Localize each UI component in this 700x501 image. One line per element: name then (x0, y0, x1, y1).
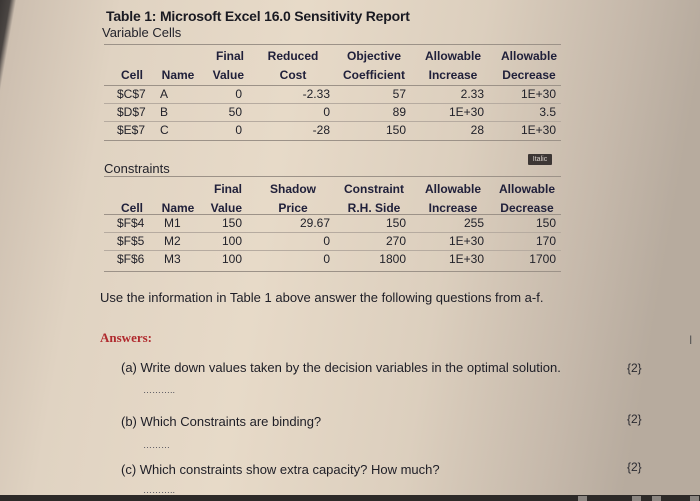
taskbar-icon[interactable] (652, 496, 661, 501)
row-rule (104, 121, 561, 122)
final-value: 100 (221, 252, 242, 266)
cell-ref: $F$5 (117, 234, 145, 248)
objective-coefficient: 150 (385, 123, 406, 137)
header-objective-coefficient: Objective Coefficient (342, 49, 405, 82)
header-allowable-decrease: Allowable Decrease (498, 182, 555, 215)
cell-name: M1 (164, 216, 181, 230)
header-shadow-price: Shadow Price (269, 182, 316, 215)
cell-name: C (160, 123, 169, 137)
cell-name: B (160, 105, 169, 119)
allowable-increase: 1E+30 (448, 252, 484, 266)
shadow-price: 0 (323, 252, 330, 266)
final-value: 0 (235, 87, 242, 101)
constraint-rh-side: 270 (385, 234, 406, 248)
cell-name: M2 (164, 234, 181, 248)
cell-ref: $F$6 (117, 252, 145, 266)
table-top-rule (104, 176, 561, 177)
allowable-decrease: 1E+30 (520, 87, 556, 101)
answers-label: Answers: (100, 330, 152, 345)
final-value: 50 (228, 105, 242, 119)
constraint-rh-side: 1800 (379, 252, 406, 266)
header-name: Name (161, 68, 195, 82)
header-allowable-increase: Allowable Increase (424, 182, 481, 215)
taskbar-icon[interactable] (578, 496, 587, 501)
header-rule (104, 85, 561, 86)
table-bottom-rule (104, 271, 561, 272)
taskbar-icon[interactable] (632, 496, 641, 501)
question-text: (c) Which constraints show extra capacit… (121, 462, 440, 477)
table-top-rule (104, 44, 561, 45)
answer-blank[interactable]: ……….. (143, 385, 176, 395)
reduced-cost: -28 (312, 123, 330, 137)
variable-cells-label: Variable Cells (102, 25, 182, 40)
reduced-cost: 0 (323, 105, 330, 119)
cell-ref: $D$7 (117, 105, 146, 119)
allowable-increase: 1E+30 (448, 234, 484, 248)
reduced-cost: -2.33 (302, 87, 330, 101)
row-rule (104, 250, 561, 251)
final-value: 0 (235, 123, 242, 137)
shadow-price: 0 (323, 234, 330, 248)
answer-blank[interactable]: ……….. (143, 485, 176, 495)
row-rule (104, 103, 561, 104)
header-final-value: Final Value (212, 49, 244, 82)
allowable-decrease: 3.5 (539, 105, 556, 119)
row-rule (104, 232, 561, 233)
question-text: (b) Which Constraints are binding? (121, 414, 322, 429)
allowable-increase: 255 (463, 216, 484, 230)
objective-coefficient: 57 (392, 87, 406, 101)
taskbar (0, 495, 700, 501)
header-constraint-rh-side: Constraint R.H. Side (344, 182, 404, 215)
cell-ref: $E$7 (117, 123, 146, 137)
question-marks: {2} (627, 412, 642, 426)
header-allowable-decrease: Allowable Decrease (500, 49, 557, 82)
final-value: 100 (221, 234, 242, 248)
italic-tooltip: Italic (528, 154, 552, 165)
header-cell: Cell (120, 201, 143, 215)
instruction-text: Use the information in Table 1 above ans… (100, 290, 544, 305)
allowable-increase: 2.33 (460, 87, 484, 101)
cell-ref: $F$4 (117, 216, 145, 230)
header-cell: Cell (120, 68, 143, 82)
answer-blank[interactable]: ……… (143, 440, 170, 450)
table-bottom-rule (104, 140, 561, 141)
taskbar-icon[interactable] (690, 496, 699, 501)
header-allowable-increase: Allowable Increase (424, 49, 481, 82)
shadow-price: 29.67 (299, 216, 330, 230)
question-text: (a) Write down values taken by the decis… (121, 360, 561, 375)
objective-coefficient: 89 (392, 105, 406, 119)
header-reduced-cost: Reduced Cost (267, 49, 319, 82)
allowable-decrease: 150 (535, 216, 556, 230)
header-final-value: Final Value (210, 182, 242, 215)
allowable-increase: 28 (470, 123, 484, 137)
allowable-decrease: 170 (535, 234, 556, 248)
cell-name: M3 (164, 252, 181, 266)
report-title: Table 1: Microsoft Excel 16.0 Sensitivit… (106, 8, 410, 24)
header-rule (104, 214, 561, 215)
question-marks: {2} (627, 460, 642, 474)
constraints-label: Constraints (104, 161, 170, 176)
allowable-decrease: 1E+30 (520, 123, 556, 137)
header-name: Name (161, 201, 195, 215)
text-cursor-icon: I (689, 333, 693, 347)
cell-ref: $C$7 (117, 87, 146, 101)
question-marks: {2} (627, 361, 642, 375)
final-value: 150 (221, 216, 242, 230)
cell-name: A (160, 87, 169, 101)
allowable-increase: 1E+30 (448, 105, 484, 119)
allowable-decrease: 1700 (529, 252, 556, 266)
constraint-rh-side: 150 (385, 216, 406, 230)
